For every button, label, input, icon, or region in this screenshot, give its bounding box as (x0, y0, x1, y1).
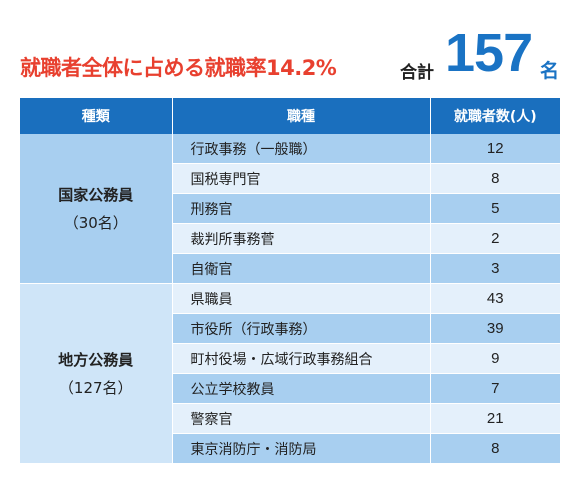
summary-header: 就職者全体に占める就職率14.2% 合計 157 名 (0, 0, 580, 96)
table-header-row: 種類 職種 就職者数(人) (20, 98, 560, 134)
job-count: 2 (430, 223, 560, 254)
category-name: 国家公務員 (58, 185, 134, 204)
category-cell: 国家公務員 （30名） (20, 134, 173, 284)
job-name: 裁判所事務菅 (172, 223, 431, 254)
total-unit: 名 (540, 60, 560, 82)
table-row: 国家公務員 （30名） 行政事務（一般職） 12 (20, 134, 560, 284)
job-count: 5 (430, 193, 560, 224)
job-name: 行政事務（一般職） (172, 134, 431, 164)
job-name: 市役所（行政事務） (172, 313, 431, 344)
table-row: 国税専門官 8 (20, 163, 560, 194)
job-name: 公立学校教員 (172, 373, 431, 404)
category-count-note: （30名） (63, 213, 128, 232)
table-row: 警察官 21 (20, 403, 560, 434)
job-count: 3 (430, 253, 560, 284)
job-count: 21 (430, 403, 560, 434)
employment-rate-text: 就職者全体に占める就職率14.2% (20, 56, 337, 80)
group-national: 国家公務員 （30名） 行政事務（一般職） 12 国税専門官 8 刑務官 5 裁… (20, 134, 560, 284)
job-count: 12 (430, 134, 560, 164)
job-name: 県職員 (172, 283, 431, 314)
table-row: 自衛官 3 (20, 253, 560, 284)
table-row: 市役所（行政事務） 39 (20, 313, 560, 344)
table-row: 町村役場・広域行政事務組合 9 (20, 343, 560, 374)
job-name: 東京消防庁・消防局 (172, 433, 431, 464)
employment-table: 種類 職種 就職者数(人) 国家公務員 （30名） 行政事務（一般職） 12 国… (20, 98, 560, 464)
group-local: 地方公務員 （127名） 県職員 43 市役所（行政事務） 39 町村役場・広域… (20, 283, 560, 464)
job-count: 9 (430, 343, 560, 374)
job-name: 自衛官 (172, 253, 431, 284)
table-row: 東京消防庁・消防局 8 (20, 433, 560, 464)
total-value: 157 (445, 23, 533, 83)
job-count: 8 (430, 163, 560, 194)
header-job: 職種 (172, 98, 431, 134)
header-type: 種類 (20, 98, 173, 134)
job-count: 39 (430, 313, 560, 344)
job-name: 町村役場・広域行政事務組合 (172, 343, 431, 374)
job-count: 7 (430, 373, 560, 404)
table-row: 地方公務員 （127名） 県職員 43 (20, 283, 560, 464)
job-count: 43 (430, 283, 560, 314)
category-cell: 地方公務員 （127名） (20, 283, 173, 464)
table-row: 裁判所事務菅 2 (20, 223, 560, 254)
category-count-note: （127名） (58, 378, 133, 397)
header-count: 就職者数(人) (430, 98, 560, 134)
job-name: 警察官 (172, 403, 431, 434)
job-count: 8 (430, 433, 560, 464)
table-row: 刑務官 5 (20, 193, 560, 224)
total-label: 合計 (400, 63, 434, 83)
job-name: 国税専門官 (172, 163, 431, 194)
job-name: 刑務官 (172, 193, 431, 224)
table-row: 公立学校教員 7 (20, 373, 560, 404)
category-name: 地方公務員 (58, 350, 134, 369)
